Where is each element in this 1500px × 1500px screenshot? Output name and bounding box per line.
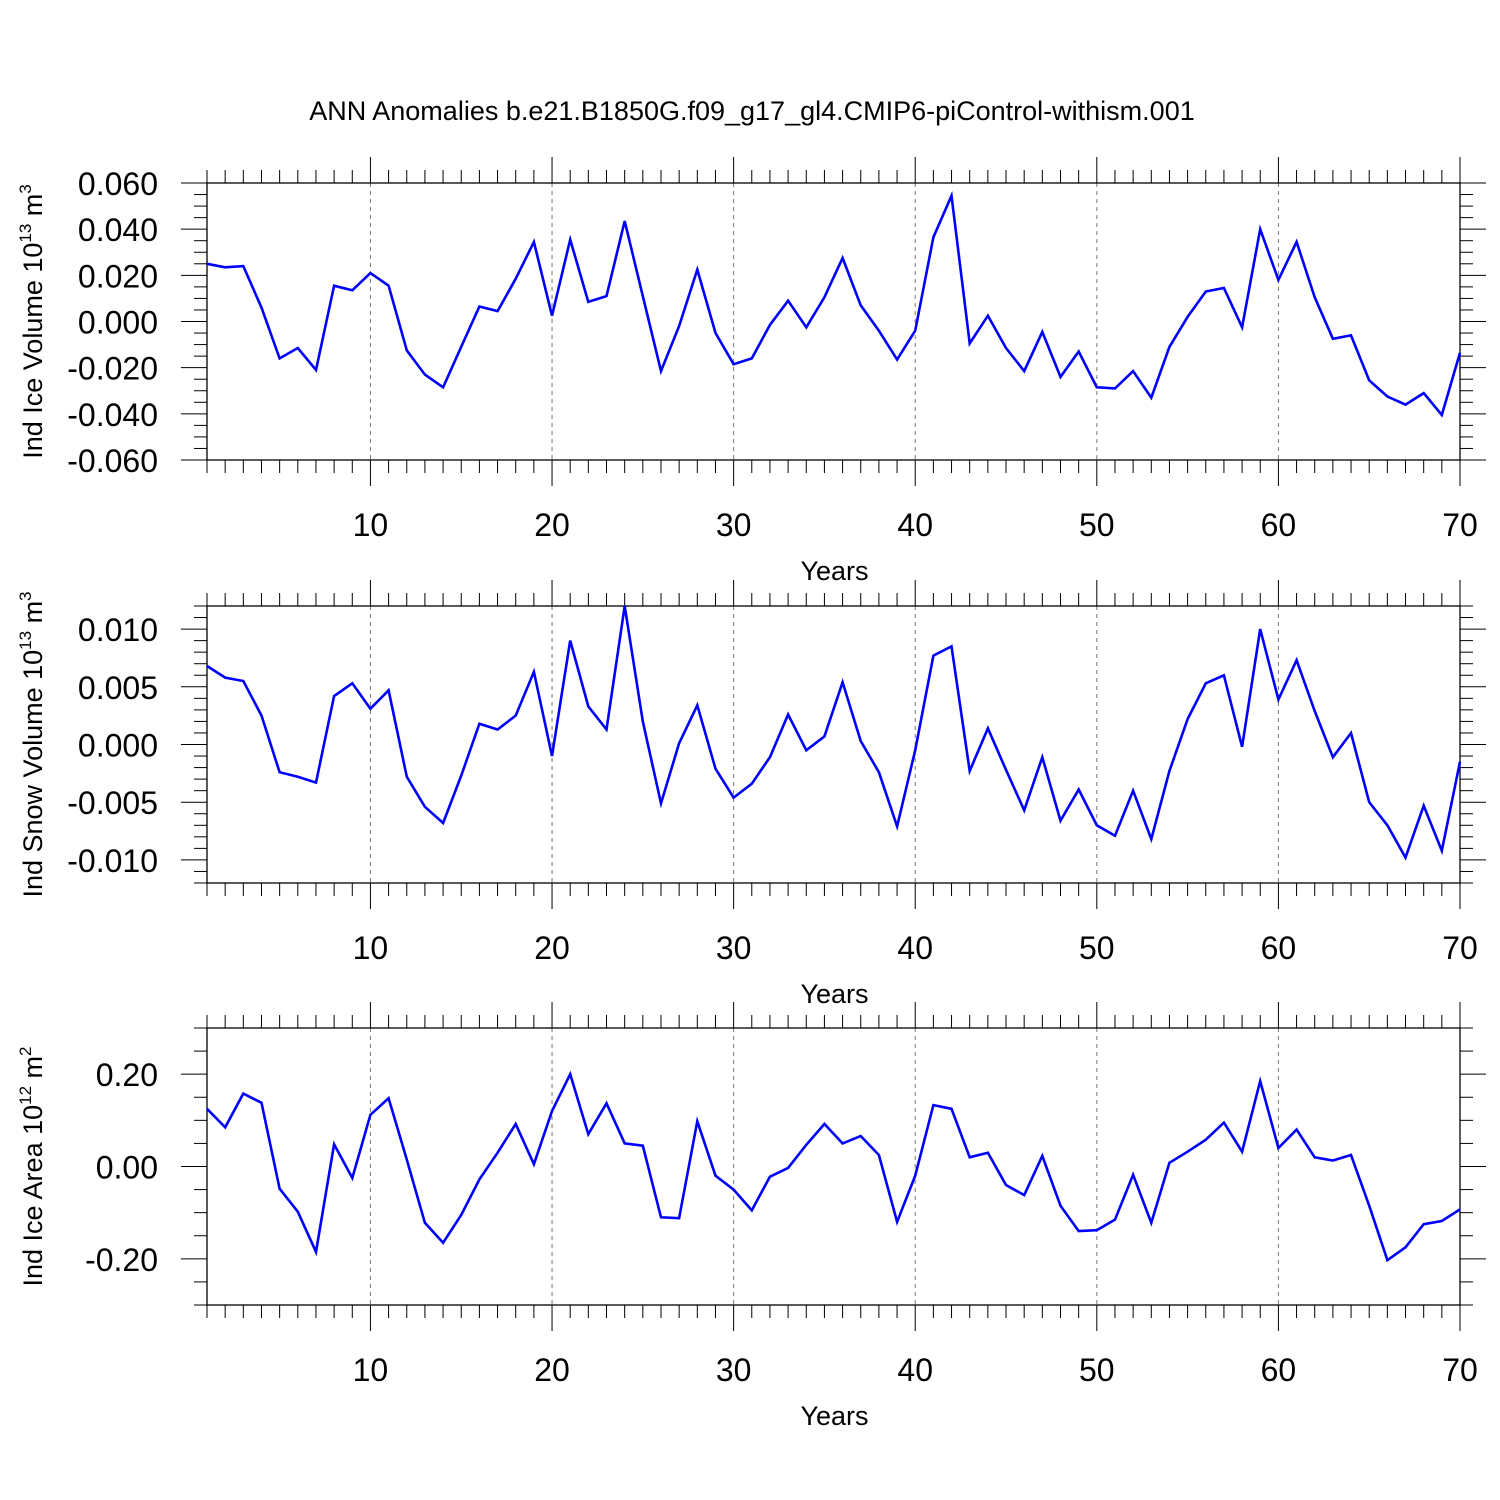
plot-frame	[206, 182, 1461, 461]
x-axis-label: Years	[800, 979, 868, 1009]
y-tick-label: 0.020	[78, 258, 158, 294]
y-axis-label-part: Ind Snow Volume 10	[18, 650, 48, 898]
y-tick-label: 0.010	[78, 612, 158, 648]
y-axis-label-superscript: 3	[16, 184, 35, 193]
y-tick-label: -0.020	[67, 351, 158, 387]
y-tick-label: -0.20	[85, 1242, 158, 1278]
y-axis-label-part: m	[18, 194, 48, 224]
y-axis-label: Ind Snow Volume 1013 m3	[16, 591, 48, 897]
panel-1: 10 20 30 40 50 60 70 -0.060 -0.040 -0.020 0.000 0.0…	[16, 157, 1486, 586]
figure-title: ANN Anomalies b.e21.B1850G.f09_g17_gl4.C…	[309, 96, 1194, 126]
x-tick-label: 40	[897, 507, 933, 543]
y-tick-label: -0.040	[67, 397, 158, 433]
x-tick-label: 10	[353, 507, 389, 543]
x-tick-label: 60	[1261, 930, 1297, 966]
plot-frame	[206, 1027, 1461, 1306]
series-line	[206, 190, 1462, 418]
y-axis-label: Ind Ice Volume 1013 m3	[16, 184, 48, 459]
y-axis-label-part: m	[18, 601, 48, 631]
y-tick-label: -0.060	[67, 443, 158, 479]
y-tick-label: 0.060	[78, 166, 158, 202]
x-tick-label: 60	[1261, 1352, 1297, 1388]
x-axis-label: Years	[800, 556, 868, 586]
x-tick-label: 30	[716, 1352, 752, 1388]
y-tick-label: 0.000	[78, 728, 158, 764]
y-axis-label-superscript: 3	[16, 591, 35, 600]
x-tick-label: 30	[716, 930, 752, 966]
x-tick-label: 40	[897, 1352, 933, 1388]
y-axis-label-part: Ind Ice Volume 10	[18, 243, 48, 459]
x-tick-label: 50	[1079, 1352, 1115, 1388]
x-tick-label: 70	[1442, 1352, 1478, 1388]
y-axis-label-part: m	[18, 1056, 48, 1086]
panel-3: 10 20 30 40 50 60 70 -0.20 0.00 0.20 Years Ind Ice …	[16, 1002, 1486, 1431]
y-tick-label: 0.040	[78, 212, 158, 248]
y-axis-label-part: Ind Ice Area 10	[18, 1105, 48, 1287]
series-line	[206, 1070, 1461, 1263]
series-line	[206, 605, 1462, 861]
x-tick-label: 10	[353, 1352, 389, 1388]
panel-2: 10 20 30 40 50 60 70 -0.010 -0.005 0.000 0.005 0.01…	[16, 580, 1486, 1009]
x-tick-label: 20	[534, 507, 570, 543]
y-axis-label: Ind Ice Area 1012 m2	[16, 1046, 48, 1286]
y-tick-label: 0.005	[78, 670, 158, 706]
y-axis-label-superscript: 2	[16, 1046, 35, 1055]
x-tick-label: 70	[1442, 507, 1478, 543]
y-tick-label: -0.005	[67, 785, 158, 821]
x-axis-label: Years	[800, 1401, 868, 1431]
x-tick-label: 70	[1442, 930, 1478, 966]
y-tick-label: 0.00	[96, 1150, 158, 1186]
x-tick-label: 50	[1079, 507, 1115, 543]
x-tick-label: 20	[534, 930, 570, 966]
y-tick-label: 0.20	[96, 1057, 158, 1093]
x-tick-label: 30	[716, 507, 752, 543]
y-tick-label: 0.000	[78, 305, 158, 341]
y-axis-label-superscript: 13	[16, 631, 35, 650]
plot-frame	[206, 605, 1461, 884]
x-tick-label: 40	[897, 930, 933, 966]
x-tick-label: 50	[1079, 930, 1115, 966]
y-axis-label-superscript: 12	[16, 1086, 35, 1105]
x-tick-label: 10	[353, 930, 389, 966]
x-tick-label: 60	[1261, 507, 1297, 543]
y-axis-label-superscript: 13	[16, 224, 35, 243]
x-tick-label: 20	[534, 1352, 570, 1388]
y-tick-label: -0.010	[67, 843, 158, 879]
